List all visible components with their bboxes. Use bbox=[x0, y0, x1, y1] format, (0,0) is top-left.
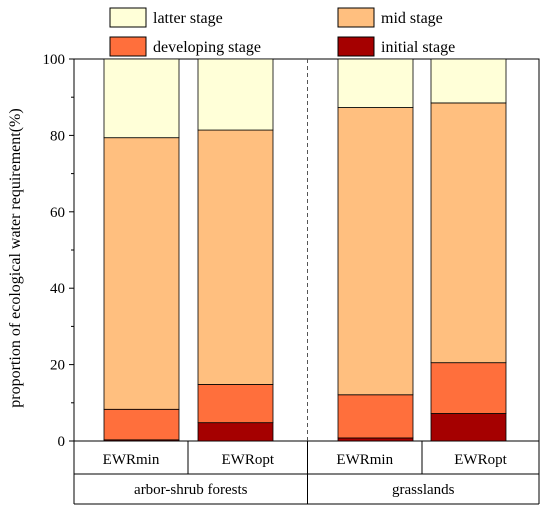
bar-developing-stage-1 bbox=[197, 384, 274, 424]
bar-mid-stage-2 bbox=[337, 107, 414, 396]
x-tick-label-0: EWRmin bbox=[103, 452, 160, 468]
legend-swatch-mid-stage bbox=[337, 7, 375, 28]
legend-swatch-initial-stage bbox=[337, 36, 375, 57]
group-label-arbor-shrub-forests: arbor-shrub forests bbox=[134, 482, 248, 498]
legend-label-initial-stage: initial stage bbox=[381, 39, 455, 56]
bar-initial-stage-2 bbox=[337, 437, 414, 442]
x-axis-category-table: EWRmin EWRopt EWRmin EWRopt arbor-shrub fore… bbox=[73, 441, 540, 505]
bar-latter-stage-0 bbox=[103, 58, 180, 139]
bar-mid-stage-0 bbox=[103, 137, 180, 410]
y-tick-label-40: 40 bbox=[50, 281, 65, 297]
bar-developing-stage-2 bbox=[337, 394, 414, 439]
legend-label-developing-stage: developing stage bbox=[153, 39, 261, 56]
legend-swatch-latter-stage bbox=[109, 7, 147, 28]
bar-mid-stage-3 bbox=[430, 102, 507, 364]
x-tick-label-3: EWRopt bbox=[454, 452, 507, 468]
bar-latter-stage-1 bbox=[197, 58, 274, 131]
legend-label-latter-stage: latter stage bbox=[153, 10, 223, 27]
plot-area bbox=[73, 58, 540, 442]
bar-developing-stage-3 bbox=[430, 362, 507, 414]
bar-developing-stage-0 bbox=[103, 408, 180, 441]
bar-initial-stage-3 bbox=[430, 413, 507, 442]
y-tick-label-80: 80 bbox=[50, 128, 65, 144]
y-tick-label-20: 20 bbox=[50, 358, 65, 374]
bar-mid-stage-1 bbox=[197, 129, 274, 385]
bar-initial-stage-1 bbox=[197, 422, 274, 442]
x-tick-label-2: EWRmin bbox=[336, 452, 393, 468]
legend-label-mid-stage: mid stage bbox=[381, 10, 443, 27]
legend-swatch-developing-stage bbox=[109, 36, 147, 57]
legend: latter stage mid stage developing stage ini… bbox=[109, 7, 455, 57]
group-label-grasslands: grasslands bbox=[392, 482, 455, 498]
bar-latter-stage-3 bbox=[430, 58, 507, 104]
y-axis: 0 20 40 60 80 100 bbox=[43, 52, 74, 450]
y-tick-label-100: 100 bbox=[43, 52, 66, 68]
x-tick-label-1: EWRopt bbox=[222, 452, 275, 468]
y-tick-label-60: 60 bbox=[50, 205, 65, 221]
y-tick-label-0: 0 bbox=[58, 434, 66, 450]
y-axis-label: proportion of ecological water requireme… bbox=[7, 108, 24, 407]
bar-latter-stage-2 bbox=[337, 58, 414, 108]
